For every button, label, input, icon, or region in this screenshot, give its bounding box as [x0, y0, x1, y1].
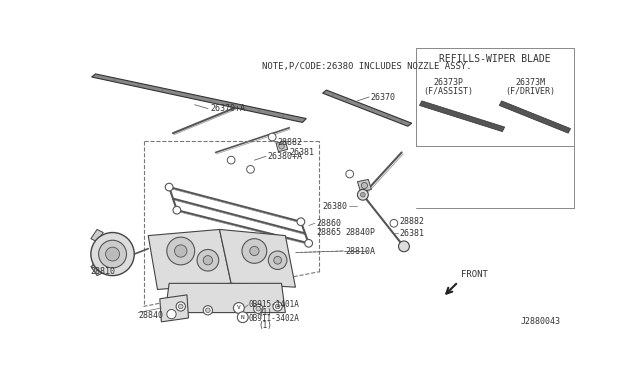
Circle shape [253, 304, 263, 313]
Circle shape [399, 241, 410, 252]
Polygon shape [276, 141, 288, 152]
Circle shape [297, 218, 305, 225]
Circle shape [167, 310, 176, 319]
Text: 26381: 26381 [399, 229, 424, 238]
Circle shape [204, 256, 212, 265]
Text: 26373M: 26373M [515, 78, 545, 87]
Text: 28860: 28860 [316, 219, 341, 228]
Circle shape [179, 304, 183, 309]
Circle shape [362, 183, 367, 189]
Circle shape [250, 246, 259, 256]
Text: N: N [241, 315, 244, 320]
Text: FRONT: FRONT [461, 270, 488, 279]
Text: REFILLS-WIPER BLADE: REFILLS-WIPER BLADE [439, 54, 550, 64]
Circle shape [165, 183, 173, 191]
Circle shape [204, 306, 212, 315]
Circle shape [167, 237, 195, 265]
Circle shape [173, 206, 180, 214]
Circle shape [268, 251, 287, 269]
Circle shape [234, 302, 244, 313]
Text: 26370+A: 26370+A [210, 104, 245, 113]
Polygon shape [160, 295, 189, 322]
Circle shape [106, 247, 120, 261]
Text: (F/ASSIST): (F/ASSIST) [423, 87, 473, 96]
Text: (F/DRIVER): (F/DRIVER) [505, 87, 556, 96]
Circle shape [256, 307, 260, 311]
Circle shape [346, 170, 353, 178]
Circle shape [197, 250, 219, 271]
Circle shape [99, 240, 127, 268]
Text: (1): (1) [259, 321, 272, 330]
Polygon shape [165, 283, 285, 312]
Text: 28840: 28840 [138, 311, 163, 320]
Polygon shape [419, 101, 505, 132]
Circle shape [237, 312, 248, 323]
Polygon shape [91, 263, 103, 276]
Text: 28865: 28865 [316, 228, 341, 237]
Circle shape [91, 232, 134, 276]
Text: 28810: 28810 [90, 267, 115, 276]
Circle shape [274, 256, 282, 264]
Polygon shape [220, 230, 296, 287]
Circle shape [268, 133, 276, 141]
Text: 28810A: 28810A [345, 247, 375, 256]
Text: 0B915-1401A: 0B915-1401A [249, 301, 300, 310]
Circle shape [390, 219, 397, 227]
Circle shape [360, 192, 365, 197]
Text: 26381: 26381 [289, 148, 314, 157]
Text: V: V [237, 305, 241, 311]
Circle shape [358, 189, 368, 200]
Text: 0B911-3402A: 0B911-3402A [249, 314, 300, 323]
Text: 26370: 26370 [371, 93, 396, 102]
Text: J2880043: J2880043 [520, 317, 561, 326]
Text: 28882: 28882 [399, 217, 424, 226]
Text: 26380: 26380 [323, 202, 348, 211]
Polygon shape [92, 74, 307, 122]
Circle shape [176, 302, 186, 311]
Circle shape [279, 144, 284, 149]
Polygon shape [499, 101, 571, 133]
Polygon shape [148, 230, 231, 289]
Circle shape [227, 156, 235, 164]
Text: 26380+A: 26380+A [268, 152, 303, 161]
Circle shape [273, 302, 282, 311]
Polygon shape [323, 90, 412, 126]
Polygon shape [91, 230, 103, 242]
Circle shape [242, 239, 267, 263]
Text: 28882: 28882 [278, 138, 303, 147]
Text: 26373P: 26373P [433, 78, 463, 87]
Circle shape [175, 245, 187, 257]
Text: NOTE,P/CODE:26380 INCLUDES NOZZLE ASSY.: NOTE,P/CODE:26380 INCLUDES NOZZLE ASSY. [262, 62, 472, 71]
Circle shape [305, 240, 312, 247]
Circle shape [205, 308, 210, 312]
Circle shape [275, 304, 280, 309]
Text: 28840P: 28840P [345, 228, 375, 237]
Polygon shape [358, 179, 371, 192]
Text: (1): (1) [259, 308, 272, 317]
Circle shape [246, 166, 254, 173]
